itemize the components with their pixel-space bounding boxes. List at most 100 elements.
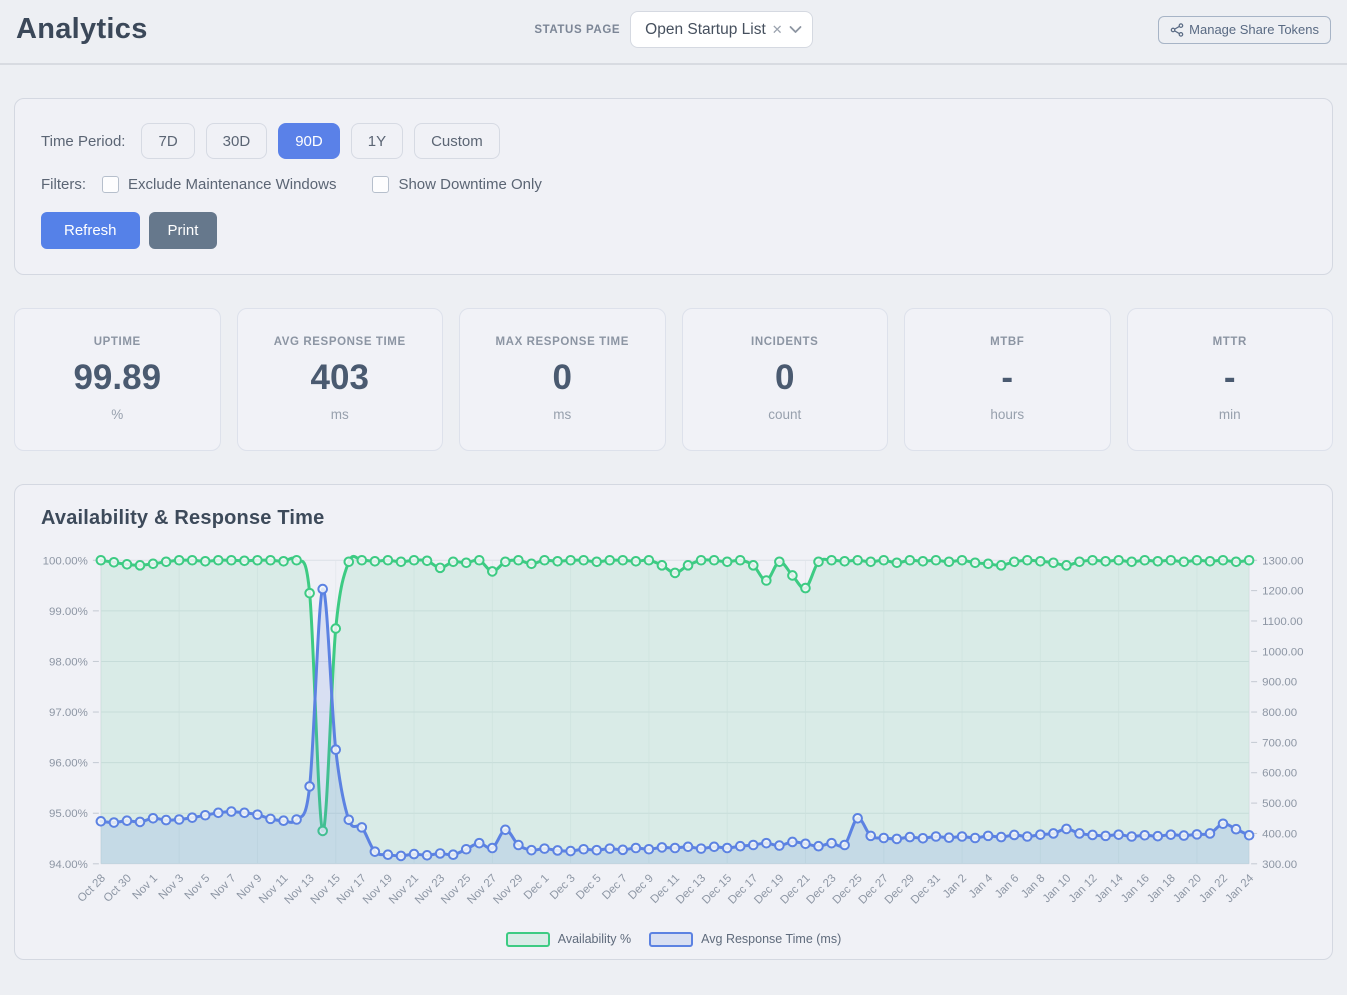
response-time-swatch <box>649 931 694 947</box>
show-downtime-option: Show Downtime Only <box>372 176 542 193</box>
exclude-maintenance-checkbox[interactable] <box>102 176 119 193</box>
show-downtime-label: Show Downtime Only <box>398 176 542 193</box>
stat-unit: min <box>1218 406 1241 422</box>
availability-swatch <box>505 931 550 947</box>
period-button-7d[interactable]: 7D <box>141 123 195 159</box>
show-downtime-checkbox[interactable] <box>372 176 390 193</box>
filter-panel: Time Period: 7D 30D 90D 1Y Custom Filter… <box>14 98 1333 275</box>
svg-text:900.00: 900.00 <box>1262 676 1297 688</box>
svg-text:Nov 7: Nov 7 <box>209 872 239 902</box>
period-button-custom[interactable]: Custom <box>414 123 500 159</box>
legend-label: Avg Response Time (ms) <box>701 932 842 946</box>
svg-text:Jan 12: Jan 12 <box>1067 872 1100 905</box>
svg-text:1100.00: 1100.00 <box>1262 615 1303 627</box>
stat-card-avg-response: AVG RESPONSE TIME 403 ms <box>236 308 443 451</box>
legend-item-availability[interactable]: Availability % <box>505 931 632 947</box>
status-page-group: STATUS PAGE Open Startup List ✕ <box>534 11 813 48</box>
chart-legend: Availability % Avg Response Time (ms) <box>15 931 1332 947</box>
svg-text:Dec 1: Dec 1 <box>522 872 552 902</box>
svg-text:Dec 7: Dec 7 <box>600 872 630 902</box>
svg-text:Nov 1: Nov 1 <box>130 872 160 902</box>
stat-label: MAX RESPONSE TIME <box>495 336 630 348</box>
stat-card-incidents: INCIDENTS 0 count <box>681 308 888 451</box>
svg-text:600.00: 600.00 <box>1262 767 1297 779</box>
stat-value: 0 <box>775 358 795 397</box>
manage-share-tokens-button[interactable]: Manage Share Tokens <box>1158 15 1332 44</box>
print-button[interactable]: Print <box>148 212 218 249</box>
stat-card-mttr: MTTR - min <box>1126 308 1333 451</box>
page-title: Analytics <box>16 13 148 45</box>
clear-selection-icon[interactable]: ✕ <box>771 21 783 37</box>
stat-unit: ms <box>553 406 572 422</box>
svg-text:98.00%: 98.00% <box>49 656 88 668</box>
svg-text:1300.00: 1300.00 <box>1262 555 1303 567</box>
availability-response-chart: 94.00% 95.00% 96.00% 97.00% 98.00% 99.00% 100.… <box>43 554 1304 906</box>
stat-label: UPTIME <box>93 336 141 348</box>
period-button-1y[interactable]: 1Y <box>350 123 404 159</box>
svg-text:Nov 29: Nov 29 <box>491 872 525 906</box>
status-page-select[interactable]: Open Startup List ✕ <box>630 11 813 48</box>
svg-text:Jan 6: Jan 6 <box>993 872 1021 900</box>
stat-card-uptime: UPTIME 99.89 % <box>14 308 221 451</box>
svg-text:Nov 5: Nov 5 <box>183 872 213 902</box>
svg-text:Jan 22: Jan 22 <box>1197 872 1230 905</box>
svg-text:500.00: 500.00 <box>1262 798 1297 810</box>
chart-panel: Availability & Response Time 94.00% 95.00… <box>14 483 1333 960</box>
stat-value: 403 <box>310 358 369 397</box>
svg-text:96.00%: 96.00% <box>49 757 88 769</box>
chart-title: Availability & Response Time <box>41 506 325 529</box>
svg-text:300.00: 300.00 <box>1262 858 1297 870</box>
svg-text:95.00%: 95.00% <box>49 808 88 820</box>
svg-text:Nov 3: Nov 3 <box>157 872 187 902</box>
stat-value: 99.89 <box>73 358 162 397</box>
stat-value: 0 <box>552 358 572 397</box>
svg-text:Jan 16: Jan 16 <box>1119 872 1152 905</box>
stat-label: MTBF <box>990 336 1025 348</box>
stat-value: - <box>1001 358 1014 397</box>
svg-text:1000.00: 1000.00 <box>1262 646 1303 658</box>
stat-label: MTTR <box>1212 336 1247 348</box>
stat-unit: count <box>768 406 802 422</box>
stats-row: UPTIME 99.89 % AVG RESPONSE TIME 403 ms … <box>14 308 1333 451</box>
period-button-30d[interactable]: 30D <box>205 123 268 159</box>
svg-text:Oct 30: Oct 30 <box>102 872 134 904</box>
stat-card-mtbf: MTBF - hours <box>904 308 1111 451</box>
svg-text:Jan 4: Jan 4 <box>967 871 996 900</box>
stat-label: INCIDENTS <box>751 336 819 348</box>
svg-text:Oct 28: Oct 28 <box>76 872 108 904</box>
svg-text:Jan 10: Jan 10 <box>1041 872 1074 905</box>
status-page-selected-value: Open Startup List <box>645 20 766 38</box>
svg-text:800.00: 800.00 <box>1262 707 1297 719</box>
share-icon <box>1170 22 1184 37</box>
svg-text:400.00: 400.00 <box>1262 828 1297 840</box>
svg-text:Dec 5: Dec 5 <box>574 872 604 902</box>
refresh-button[interactable]: Refresh <box>41 212 140 249</box>
stat-unit: hours <box>990 406 1025 422</box>
svg-text:Jan 24: Jan 24 <box>1223 871 1256 904</box>
legend-item-response-time[interactable]: Avg Response Time (ms) <box>649 931 842 947</box>
exclude-maintenance-option: Exclude Maintenance Windows <box>102 176 336 193</box>
stat-unit: ms <box>330 406 349 422</box>
filters-label: Filters: <box>41 176 86 193</box>
chevron-down-icon <box>789 25 802 34</box>
svg-text:99.00%: 99.00% <box>49 605 88 617</box>
status-page-label: STATUS PAGE <box>534 23 621 36</box>
svg-text:Jan 2: Jan 2 <box>941 872 969 900</box>
manage-share-tokens-label: Manage Share Tokens <box>1189 22 1320 37</box>
svg-text:Jan 20: Jan 20 <box>1171 872 1204 905</box>
legend-label: Availability % <box>557 932 632 946</box>
svg-text:700.00: 700.00 <box>1262 737 1297 749</box>
svg-text:97.00%: 97.00% <box>49 707 88 719</box>
svg-text:Dec 3: Dec 3 <box>548 872 578 902</box>
svg-text:94.00%: 94.00% <box>49 858 88 870</box>
svg-text:100.00%: 100.00% <box>43 555 88 567</box>
stat-card-max-response: MAX RESPONSE TIME 0 ms <box>459 308 666 451</box>
svg-text:Dec 31: Dec 31 <box>909 872 943 906</box>
stat-label: AVG RESPONSE TIME <box>273 336 406 348</box>
svg-text:1200.00: 1200.00 <box>1262 585 1303 597</box>
svg-text:Jan 18: Jan 18 <box>1145 872 1178 905</box>
exclude-maintenance-label: Exclude Maintenance Windows <box>128 176 337 193</box>
stat-unit: % <box>111 406 124 422</box>
period-button-90d[interactable]: 90D <box>278 123 340 159</box>
stat-value: - <box>1223 358 1236 397</box>
